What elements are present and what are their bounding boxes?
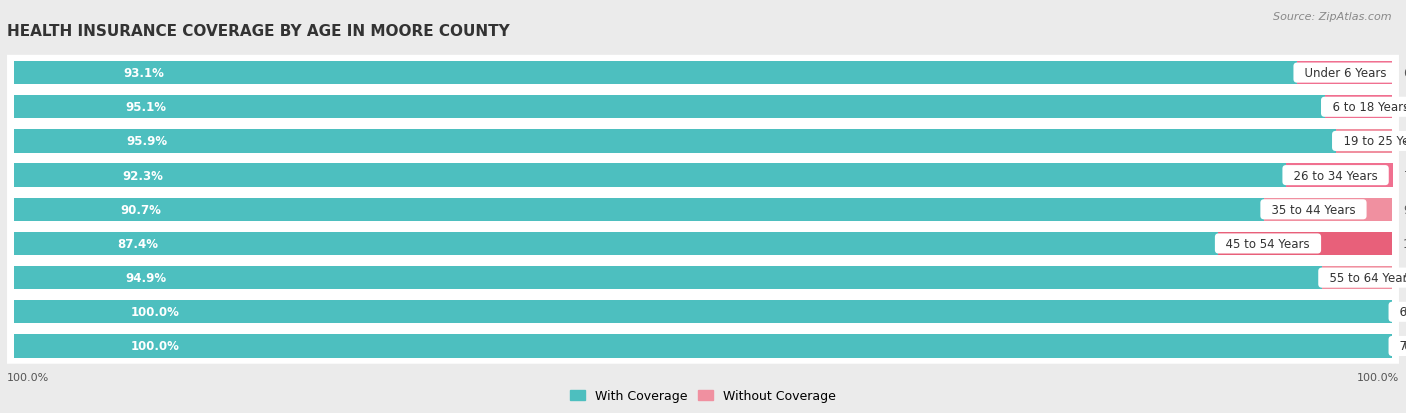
Text: 9.3%: 9.3%: [1403, 203, 1406, 216]
Bar: [14, 130, 1336, 153]
Text: 4.9%: 4.9%: [1403, 101, 1406, 114]
Text: 0.0%: 0.0%: [1403, 339, 1406, 353]
Text: 7.8%: 7.8%: [1405, 169, 1406, 182]
Text: 75 Years and older: 75 Years and older: [1392, 339, 1406, 353]
Bar: [1336, 130, 1392, 153]
Text: HEALTH INSURANCE COVERAGE BY AGE IN MOORE COUNTY: HEALTH INSURANCE COVERAGE BY AGE IN MOOR…: [7, 24, 510, 39]
Bar: [14, 96, 1324, 119]
Text: Source: ZipAtlas.com: Source: ZipAtlas.com: [1274, 12, 1392, 22]
Bar: [1286, 164, 1393, 187]
FancyBboxPatch shape: [7, 294, 1399, 330]
Text: 0.0%: 0.0%: [1403, 306, 1406, 318]
Text: 95.1%: 95.1%: [125, 101, 167, 114]
Text: Under 6 Years: Under 6 Years: [1296, 67, 1393, 80]
Bar: [14, 300, 1392, 324]
Text: 12.6%: 12.6%: [1403, 237, 1406, 250]
Text: 95.9%: 95.9%: [127, 135, 167, 148]
FancyBboxPatch shape: [7, 90, 1399, 125]
Text: 87.4%: 87.4%: [117, 237, 157, 250]
FancyBboxPatch shape: [7, 158, 1399, 193]
Text: 4.1%: 4.1%: [1403, 135, 1406, 148]
Bar: [14, 266, 1322, 290]
Text: 92.3%: 92.3%: [122, 169, 163, 182]
Bar: [14, 198, 1264, 221]
Text: 35 to 44 Years: 35 to 44 Years: [1264, 203, 1362, 216]
Bar: [14, 232, 1219, 256]
Bar: [1296, 62, 1392, 85]
Text: 6 to 18 Years: 6 to 18 Years: [1324, 101, 1406, 114]
Text: 90.7%: 90.7%: [121, 203, 162, 216]
Text: 100.0%: 100.0%: [7, 372, 49, 382]
Bar: [1324, 96, 1392, 119]
Text: 100.0%: 100.0%: [131, 339, 180, 353]
Text: 100.0%: 100.0%: [1357, 372, 1399, 382]
Legend: With Coverage, Without Coverage: With Coverage, Without Coverage: [565, 385, 841, 407]
Bar: [14, 164, 1286, 187]
Text: 45 to 54 Years: 45 to 54 Years: [1219, 237, 1317, 250]
Bar: [1264, 198, 1392, 221]
Text: 5.1%: 5.1%: [1403, 271, 1406, 285]
Bar: [14, 62, 1296, 85]
FancyBboxPatch shape: [7, 328, 1399, 364]
FancyBboxPatch shape: [7, 226, 1399, 261]
Text: 26 to 34 Years: 26 to 34 Years: [1286, 169, 1385, 182]
Text: 100.0%: 100.0%: [131, 306, 180, 318]
FancyBboxPatch shape: [7, 124, 1399, 159]
Text: 19 to 25 Years: 19 to 25 Years: [1336, 135, 1406, 148]
Text: 55 to 64 Years: 55 to 64 Years: [1322, 271, 1406, 285]
FancyBboxPatch shape: [7, 56, 1399, 91]
Text: 94.9%: 94.9%: [125, 271, 166, 285]
Bar: [1322, 266, 1392, 290]
Text: 65 to 74 Years: 65 to 74 Years: [1392, 306, 1406, 318]
Bar: [1219, 232, 1392, 256]
FancyBboxPatch shape: [7, 192, 1399, 228]
Text: 6.9%: 6.9%: [1403, 67, 1406, 80]
Text: 93.1%: 93.1%: [124, 67, 165, 80]
Bar: [14, 335, 1392, 358]
FancyBboxPatch shape: [7, 260, 1399, 296]
